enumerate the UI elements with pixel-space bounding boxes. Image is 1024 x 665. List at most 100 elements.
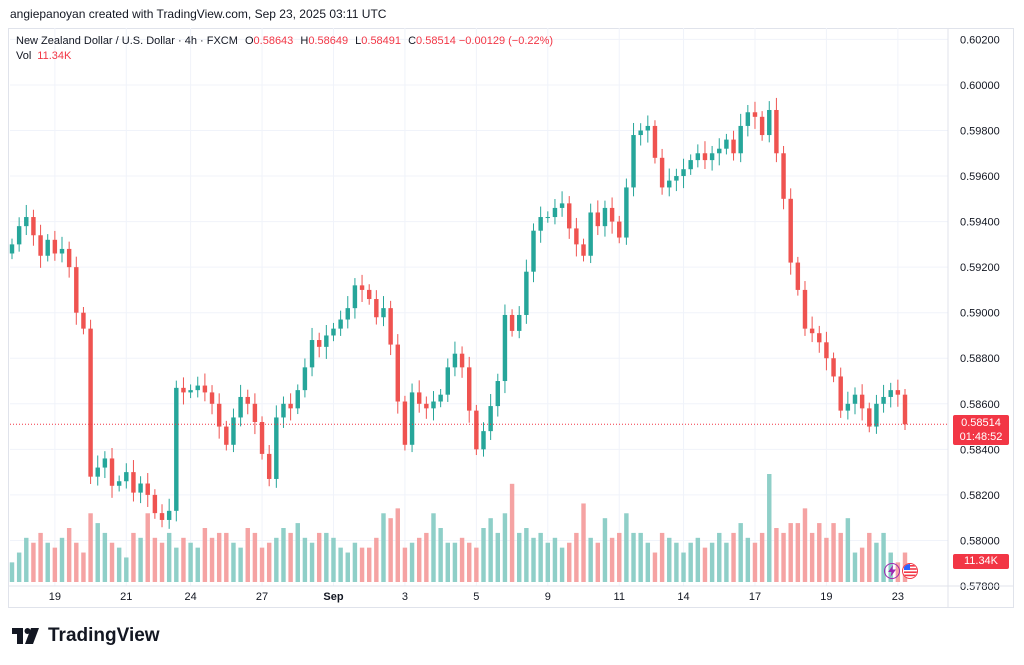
date-tick-label: 14 bbox=[677, 591, 689, 603]
volume-bar bbox=[95, 523, 100, 582]
low-label: L bbox=[355, 35, 362, 47]
candle-body bbox=[538, 217, 543, 231]
volume-bar bbox=[759, 532, 765, 582]
candle-body bbox=[438, 394, 443, 402]
high-value: 0.58649 bbox=[308, 35, 349, 47]
date-tick-label: 5 bbox=[473, 591, 479, 603]
candle-body bbox=[595, 212, 601, 227]
candle-body bbox=[95, 467, 100, 477]
volume-bar bbox=[381, 513, 386, 582]
volume-bar bbox=[474, 547, 479, 582]
date-tick-label: 23 bbox=[892, 591, 904, 603]
volume-bar bbox=[31, 542, 36, 582]
volume-bar bbox=[202, 528, 208, 582]
candle-body bbox=[381, 308, 386, 318]
candle-body bbox=[409, 392, 415, 445]
volume-bar bbox=[238, 547, 243, 582]
candle-body bbox=[9, 244, 15, 254]
tradingview-logo[interactable]: TradingView bbox=[12, 625, 160, 647]
volume-bar bbox=[688, 542, 693, 582]
price-tick-label: 0.59000 bbox=[960, 308, 1000, 320]
candle-body bbox=[159, 513, 165, 520]
candle-body bbox=[588, 212, 593, 256]
volume-bar bbox=[245, 528, 250, 582]
volume-bar bbox=[59, 537, 65, 582]
volume-bar bbox=[374, 537, 379, 582]
symbol-title[interactable]: New Zealand Dollar / U.S. Dollar · 4h · … bbox=[16, 35, 238, 47]
candle-body bbox=[817, 333, 822, 343]
candle-body bbox=[467, 367, 472, 411]
high-label: H bbox=[300, 35, 309, 47]
candle-body bbox=[52, 239, 58, 254]
candle-body bbox=[431, 401, 436, 409]
lightning-icon[interactable] bbox=[884, 563, 900, 579]
candle-body bbox=[324, 335, 329, 347]
candle-body bbox=[174, 387, 179, 511]
candle-body bbox=[824, 342, 829, 359]
candle-body bbox=[695, 153, 701, 161]
candle-body bbox=[867, 408, 872, 427]
volume-bar bbox=[745, 537, 751, 582]
volume-bar bbox=[309, 542, 315, 582]
volume-bar bbox=[624, 513, 629, 582]
credit-line: angiepanoyan created with TradingView.co… bbox=[10, 7, 387, 21]
volume-bar bbox=[852, 552, 858, 582]
volume-bar bbox=[409, 542, 415, 582]
volume-bar bbox=[559, 547, 565, 582]
volume-bar bbox=[731, 532, 736, 582]
candle-body bbox=[302, 367, 308, 391]
volume-bar bbox=[595, 542, 601, 582]
price-tick-label: 0.59200 bbox=[960, 262, 1000, 274]
candle-body bbox=[152, 494, 158, 514]
candle-body bbox=[681, 169, 686, 177]
candle-body bbox=[295, 390, 300, 409]
candle-body bbox=[652, 125, 658, 158]
candle-body bbox=[252, 403, 258, 423]
candle-body bbox=[731, 139, 736, 154]
candle-body bbox=[702, 153, 708, 161]
candle-body bbox=[509, 314, 515, 331]
chart-canvas[interactable]: 0.60200 0.60000 0.59800 0.59600 0.59400 0.592… bbox=[0, 0, 1024, 608]
price-tick-label: 0.58600 bbox=[960, 399, 1000, 411]
candle-body bbox=[581, 244, 586, 256]
volume-bar bbox=[424, 532, 429, 582]
candle-body bbox=[145, 483, 150, 495]
candle-body bbox=[545, 217, 551, 219]
price-tick-label: 0.57800 bbox=[960, 581, 1000, 593]
volume-bar bbox=[874, 542, 879, 582]
volume-bar bbox=[324, 532, 329, 582]
volume-bar bbox=[52, 547, 58, 582]
candle-body bbox=[281, 403, 286, 418]
us-flag-icon[interactable] bbox=[902, 563, 918, 579]
volume-bar bbox=[266, 542, 272, 582]
candle-body bbox=[717, 148, 722, 154]
volume-bar bbox=[545, 542, 551, 582]
price-tick-label: 0.58000 bbox=[960, 535, 1000, 547]
candle-body bbox=[724, 139, 729, 149]
candle-body bbox=[881, 396, 886, 404]
candle-body bbox=[781, 153, 786, 199]
volume-bar bbox=[795, 523, 801, 582]
date-tick-label: 19 bbox=[49, 591, 61, 603]
volume-bar bbox=[209, 537, 215, 582]
volume-bar bbox=[609, 537, 615, 582]
candle-body bbox=[88, 328, 93, 477]
price-tick-label: 0.59600 bbox=[960, 171, 1000, 183]
close-label: C bbox=[408, 35, 417, 47]
volume-label[interactable]: Vol bbox=[16, 50, 32, 62]
volume-bar bbox=[674, 542, 679, 582]
price-tick-label: 0.60200 bbox=[960, 34, 1000, 46]
volume-bar bbox=[617, 532, 622, 582]
candle-body bbox=[902, 394, 908, 425]
candle-body bbox=[481, 431, 486, 450]
candle-body bbox=[395, 344, 400, 402]
candle-body bbox=[288, 403, 293, 409]
candle-body bbox=[774, 109, 779, 154]
volume-bar bbox=[809, 532, 815, 582]
volume-bar bbox=[645, 542, 651, 582]
volume-bar bbox=[831, 523, 836, 582]
candle-body bbox=[888, 390, 893, 397]
volume-bar bbox=[109, 542, 115, 582]
candle-body bbox=[809, 328, 815, 334]
volume-bars bbox=[9, 474, 908, 582]
